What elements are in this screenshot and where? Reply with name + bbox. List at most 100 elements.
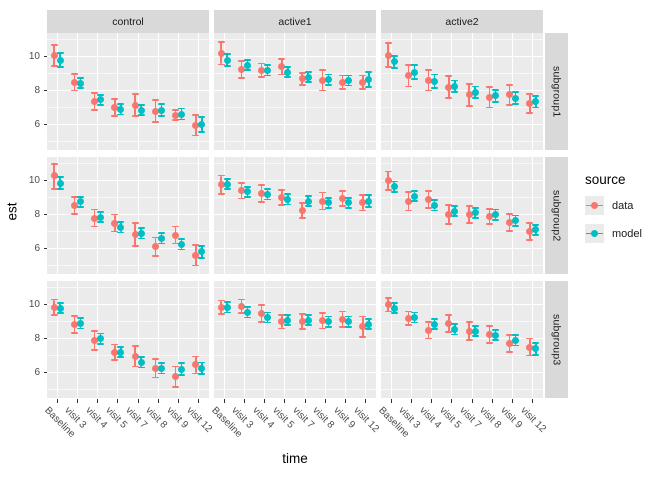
data-errorbar-cap-bottom [298,83,306,86]
data-point [91,214,99,222]
vertical-gridline [390,157,392,274]
model-point [243,308,251,316]
data-errorbar-cap-top [404,310,412,313]
model-point [243,188,251,196]
major-gridline [381,247,543,250]
model-point [117,348,125,356]
model-errorbar-cap-bottom [324,207,332,209]
model-errorbar-cap-top [284,314,292,316]
x-tick-mark [157,399,159,403]
minor-gridline [381,163,543,165]
model-errorbar-cap-bottom [284,203,292,206]
data-point [318,197,326,205]
data-errorbar-cap-bottom [192,372,200,375]
model-errorbar-cap-top [178,238,186,241]
data-point [339,78,347,86]
major-gridline [214,304,376,306]
vertical-gridline [137,281,139,398]
model-errorbar-cap-bottom [137,114,145,117]
y-tick-mark [43,90,47,92]
facet-panel-active2-subgroup1 [381,33,543,150]
model-errorbar-cap-bottom [304,205,312,207]
model-point [264,66,272,74]
model-errorbar-cap-bottom [512,224,520,227]
data-point [278,318,286,326]
data-point [258,309,266,317]
vertical-gridline [117,33,119,150]
minor-gridline [47,355,209,356]
model-point [157,106,165,114]
facet-column-strip-active1: active1 [214,10,376,33]
vertical-gridline [243,281,245,398]
data-point [506,91,514,99]
data-errorbar-cap-bottom [506,351,514,354]
model-errorbar-cap-top [56,176,64,179]
vertical-gridline [365,281,367,398]
y-tick-mark [43,124,47,126]
major-gridline [47,180,209,182]
major-gridline [214,89,376,92]
model-errorbar-cap-top [532,342,540,344]
data-errorbar-cap-bottom [131,365,139,368]
vertical-gridline [56,157,58,274]
data-point [404,197,412,205]
x-tick-label: visit 8 [477,405,504,431]
data-errorbar-cap-bottom [485,106,493,109]
vertical-gridline [137,33,139,150]
model-errorbar-cap-bottom [471,335,479,337]
minor-gridline [47,265,209,266]
data-point [359,199,367,207]
data-point [506,340,514,348]
model-point [284,68,292,76]
model-errorbar-cap-top [451,205,459,207]
x-axis-title: time [282,451,308,466]
data-point [131,352,139,360]
vertical-gridline [137,157,139,274]
x-tick-mark [431,399,433,403]
data-errorbar-cap-bottom [318,89,326,92]
model-errorbar-cap-top [410,190,418,192]
model-point [451,207,459,215]
x-tick-label: visit 5 [437,405,463,431]
data-errorbar-cap-top [506,212,514,215]
model-errorbar-cap-bottom [137,366,145,369]
minor-gridline [214,287,376,289]
legend-key [585,224,604,243]
data-errorbar-cap-top [278,189,286,191]
data-point [192,121,200,129]
data-errorbar-cap-top [339,310,347,313]
data-point [237,187,245,195]
model-point [390,58,398,66]
facet-row-strip-subgroup3: subgroup3 [545,281,568,398]
model-errorbar-cap-top [390,55,398,57]
vertical-gridline [157,157,159,274]
minor-gridline [47,73,209,75]
data-errorbar-cap-bottom [70,212,78,215]
vertical-gridline [284,281,286,398]
data-point [278,194,286,202]
model-errorbar-cap-top [324,73,332,76]
model-point [390,304,398,312]
model-errorbar-cap-bottom [365,86,373,89]
data-point [339,195,347,203]
data-errorbar-cap-top [258,184,266,186]
vertical-gridline [491,33,493,150]
model-errorbar-cap-bottom [117,231,125,234]
y-tick-label: 6 [34,367,40,379]
model-errorbar-cap-bottom [76,327,84,330]
data-errorbar-cap-top [465,205,473,207]
x-tick-label: visit 12 [184,405,214,435]
facet-panel-active1-subgroup1 [214,33,376,150]
data-errorbar-cap-top [526,222,534,224]
data-point [111,104,119,112]
vertical-gridline [304,33,306,150]
vertical-gridline [198,157,200,274]
data-point [359,78,367,86]
x-tick-mark [97,399,99,403]
data-errorbar-cap-bottom [384,66,392,68]
major-gridline [214,123,376,126]
data-errorbar-cap-bottom [70,331,78,334]
major-gridline [47,56,209,58]
data-errorbar-cap-bottom [526,239,534,241]
data-errorbar-cap-top [445,204,453,207]
